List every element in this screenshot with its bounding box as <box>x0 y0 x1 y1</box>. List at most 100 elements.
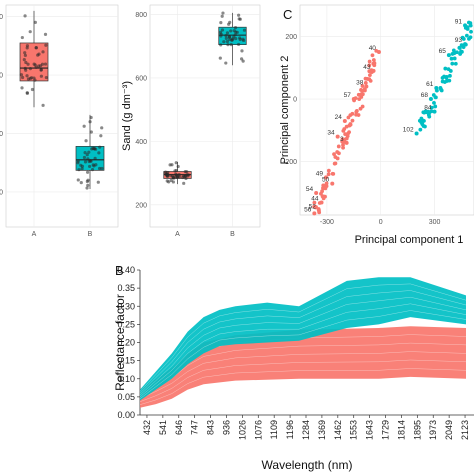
scatter-point-A <box>350 111 355 116</box>
jitter-point <box>82 155 87 160</box>
jitter-point <box>219 32 223 36</box>
scatter-point-A <box>346 115 351 120</box>
jitter-point <box>242 28 247 32</box>
y-tick-label: 0.05 <box>117 392 135 402</box>
jitter-point <box>229 29 233 33</box>
scatter-point-B <box>468 21 473 26</box>
scatter-point-labeled <box>351 97 356 102</box>
jitter-point <box>182 181 186 185</box>
jitter-point <box>229 43 233 47</box>
scatter-point-labeled <box>432 109 437 114</box>
jitter-point <box>24 60 28 65</box>
y-tick-label: 0.25 <box>117 319 135 329</box>
jitter-point <box>100 126 104 130</box>
x-tick-label: 1814 <box>396 420 406 440</box>
jitter-point <box>88 159 92 163</box>
scatter-point-B <box>433 95 438 100</box>
jitter-point <box>174 172 178 176</box>
jitter-point <box>227 35 232 39</box>
point-label: 3 <box>340 136 344 143</box>
jitter-point <box>34 46 38 50</box>
scatter-point-B <box>446 67 451 72</box>
jitter-point <box>173 169 177 173</box>
jitter-point <box>96 180 100 184</box>
jitter-point <box>176 164 180 169</box>
scatter-point-B <box>450 61 455 66</box>
x-tick-label: B <box>88 231 93 238</box>
point-label: 34 <box>327 130 335 137</box>
panel-label-c: C <box>283 7 292 22</box>
scatter-point-B <box>440 79 445 84</box>
scatter-point-A <box>336 144 341 149</box>
scatter-point-A <box>363 81 368 85</box>
scatter-point-A <box>341 143 345 147</box>
jitter-point <box>91 146 95 150</box>
scatter-point-B <box>467 37 471 41</box>
point-label: 68 <box>421 92 429 99</box>
scatter-point-labeled <box>446 53 451 58</box>
jitter-point <box>85 186 89 190</box>
jitter-point <box>41 103 45 107</box>
jitter-point <box>80 167 84 171</box>
scatter-point-B <box>418 127 423 132</box>
y-tick-label: 0.35 <box>117 283 135 293</box>
point-label: 61 <box>426 81 434 88</box>
jitter-point <box>98 166 102 171</box>
scatter-point-labeled <box>428 97 433 102</box>
y-tick-label: 200 <box>135 202 147 209</box>
x-axis-title: Wavelength (nm) <box>262 458 353 472</box>
jitter-point <box>241 59 245 63</box>
jitter-point <box>25 74 29 78</box>
scatter-point-A <box>356 113 361 117</box>
jitter-point <box>37 52 41 56</box>
jitter-point <box>233 25 238 30</box>
jitter-point <box>83 151 87 155</box>
jitter-point <box>76 159 80 163</box>
scatter-point-A <box>346 131 350 136</box>
scatter-point-labeled <box>319 200 324 205</box>
jitter-point <box>77 168 81 172</box>
jitter-point <box>89 130 93 134</box>
jitter-point <box>220 28 225 32</box>
point-label: 38 <box>356 79 364 86</box>
x-tick-label: 1026 <box>237 420 247 440</box>
jitter-point <box>28 67 33 71</box>
jitter-point <box>221 11 225 15</box>
scatter-point-labeled <box>316 208 321 213</box>
scatter-point-labeled <box>463 42 468 47</box>
point-label: 24 <box>335 114 343 121</box>
jitter-point <box>91 163 95 167</box>
jitter-point <box>238 17 242 21</box>
jitter-point <box>79 163 83 167</box>
scatter-point-B <box>460 49 464 54</box>
scatter-point-B <box>448 73 452 78</box>
jitter-point <box>241 37 245 41</box>
jitter-point <box>88 120 92 124</box>
scatter-point-A <box>312 200 317 205</box>
jitter-point <box>43 32 48 37</box>
scatter-point-B <box>443 66 448 71</box>
plot-background <box>299 4 474 216</box>
y-tick-label: 00 <box>0 14 3 21</box>
scatter-point-A <box>326 168 331 173</box>
scatter-point-labeled <box>376 50 381 55</box>
scatter-point-labeled <box>314 191 319 196</box>
jitter-point <box>238 37 242 42</box>
scatter-point-A <box>341 128 346 133</box>
boxplot-sand-panel: 200 400 600 800 A B Sand (g dm⁻³) <box>121 4 261 238</box>
x-tick-label: 1553 <box>349 420 359 440</box>
jitter-point <box>28 30 32 34</box>
jitter-point <box>225 39 230 44</box>
jitter-point <box>230 38 234 42</box>
point-label: 56 <box>304 206 312 213</box>
point-label: 49 <box>316 170 324 177</box>
x-tick-label: 0 <box>379 219 383 226</box>
scatter-point-B <box>440 75 445 80</box>
x-tick-label: 2123 <box>460 420 470 440</box>
scatter-point-A <box>367 63 372 68</box>
spectra-texture-line <box>139 351 467 399</box>
spectra-band-A <box>140 326 466 408</box>
scatter-point-A <box>344 136 349 141</box>
y-tick-label: 800 <box>135 12 147 19</box>
